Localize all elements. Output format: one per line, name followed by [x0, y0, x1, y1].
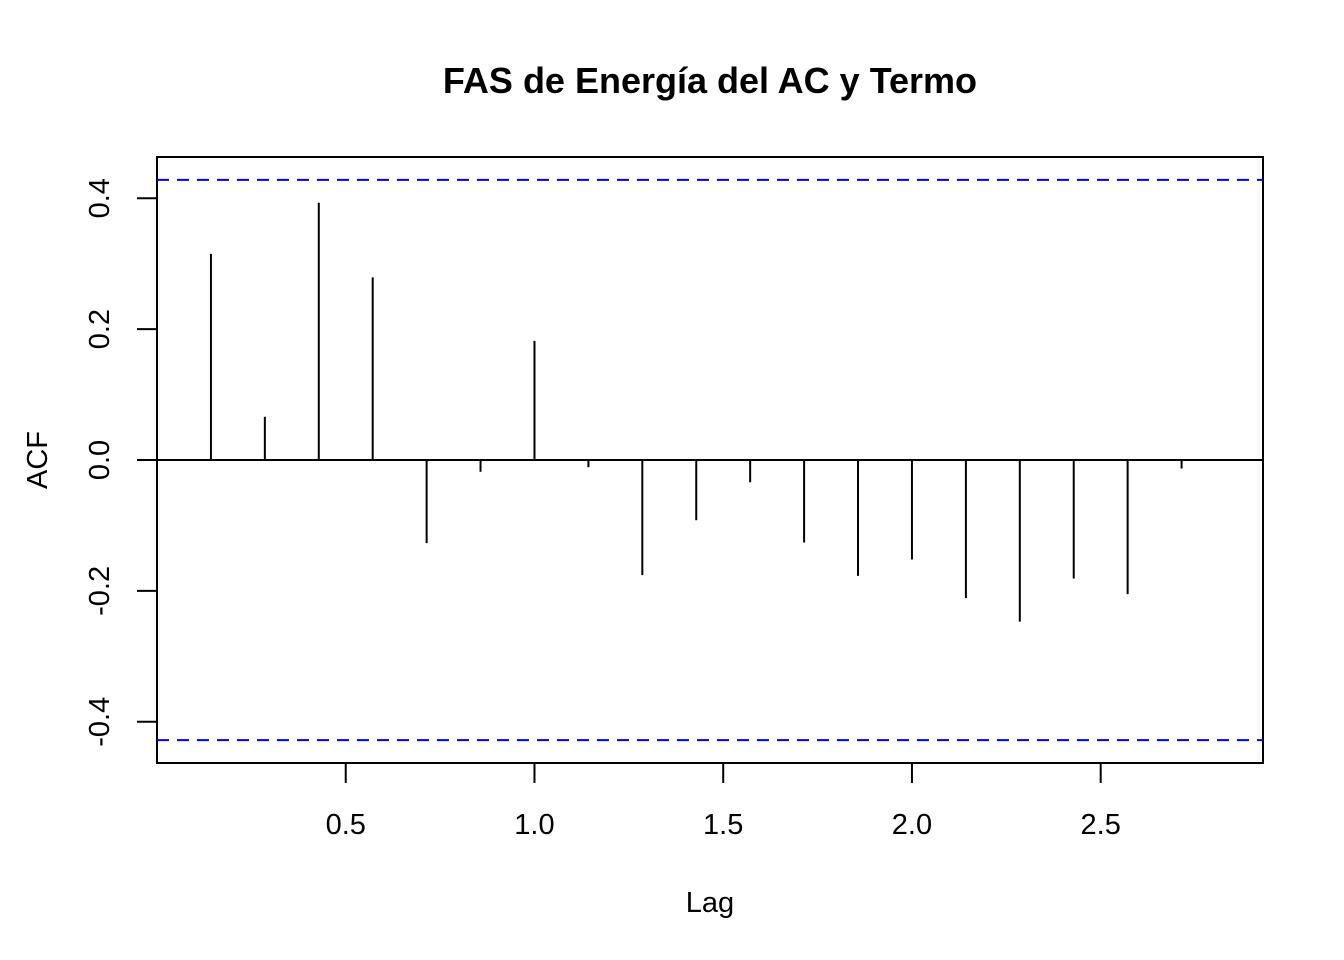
- y-tick-label: 0.0: [84, 440, 116, 480]
- x-tick-label: 1.0: [514, 809, 554, 841]
- x-axis-label: Lag: [686, 887, 734, 919]
- chart-title: FAS de Energía del AC y Termo: [443, 60, 977, 101]
- x-tick-label: 1.5: [703, 809, 743, 841]
- x-tick-label: 2.5: [1081, 809, 1121, 841]
- y-tick-label: -0.2: [84, 566, 116, 616]
- acf-bars: [209, 202, 1183, 622]
- x-axis: 0.5 1.0 1.5 2.0 2.5: [326, 763, 1121, 841]
- y-axis: -0.4 -0.2 0.0 0.2 0.4: [84, 178, 157, 747]
- x-tick-label: 0.5: [326, 809, 366, 841]
- y-tick-label: 0.2: [84, 309, 116, 349]
- y-tick-label: -0.4: [84, 697, 116, 747]
- y-axis-label: ACF: [22, 431, 54, 489]
- y-tick-label: 0.4: [84, 178, 116, 218]
- x-tick-label: 2.0: [892, 809, 932, 841]
